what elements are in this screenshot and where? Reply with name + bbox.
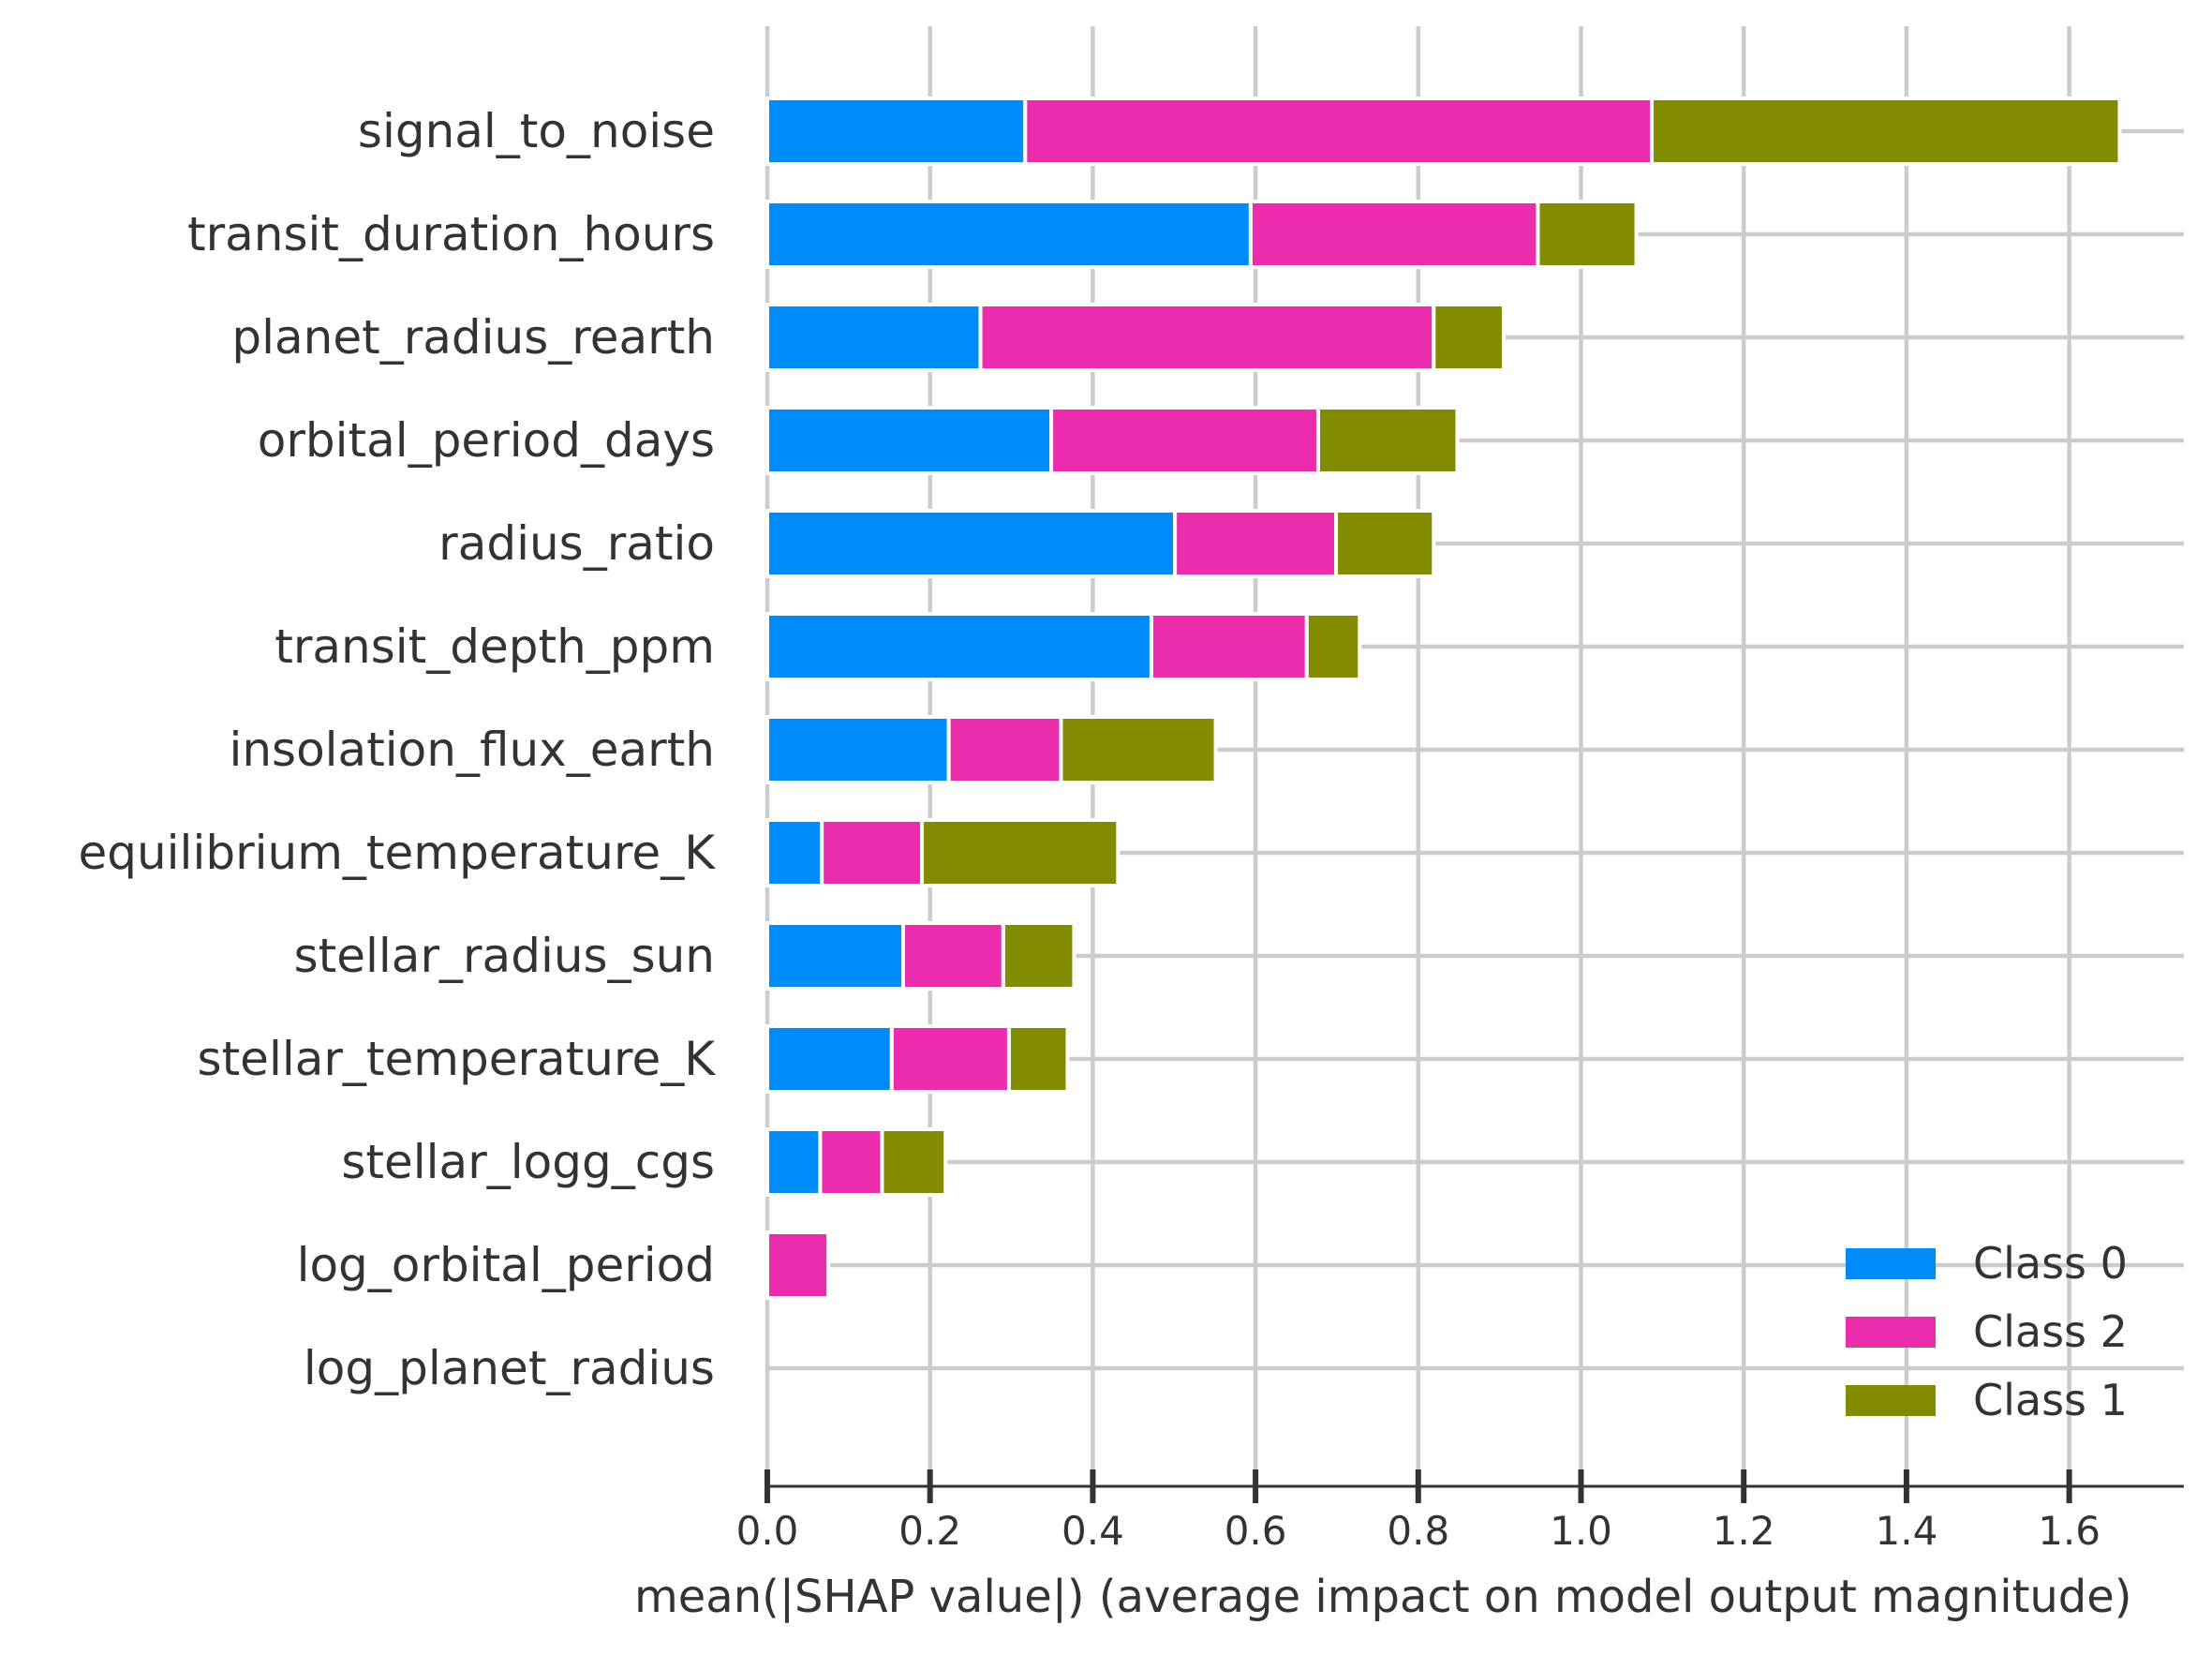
bar-layer: [765, 97, 2122, 1300]
bar-segment: [765, 509, 1178, 578]
legend-swatch: [1846, 1248, 1936, 1279]
bar-segment: [920, 818, 1121, 887]
legend-swatch: [1846, 1317, 1936, 1348]
bar-segment: [1023, 97, 1655, 166]
bar-segment: [765, 1230, 831, 1300]
legend-label: Class 0: [1973, 1238, 2128, 1289]
bar-segment: [978, 303, 1436, 372]
bar-segment: [820, 818, 925, 887]
bar-segment: [818, 1127, 884, 1197]
legend-swatch: [1846, 1385, 1936, 1416]
category-label: log_planet_radius: [304, 1341, 715, 1395]
bar-segment: [1315, 406, 1460, 475]
bar-segment: [1173, 509, 1339, 578]
category-label: planet_radius_rearth: [231, 310, 715, 365]
bar-segment: [1432, 303, 1506, 372]
x-tick-label: 0.2: [898, 1508, 961, 1554]
bar-segment: [1650, 97, 2122, 166]
category-label: transit_depth_ppm: [275, 619, 715, 674]
category-label: stellar_radius_sun: [294, 929, 715, 983]
category-label: stellar_temperature_K: [198, 1032, 717, 1086]
bar-segment: [889, 1024, 1011, 1094]
bar-segment: [1248, 200, 1540, 269]
bar-segment: [1059, 715, 1218, 784]
bar-segment: [946, 715, 1063, 784]
bar-segment: [765, 1127, 823, 1197]
bar-segment: [765, 921, 906, 991]
category-label: log_orbital_period: [297, 1238, 715, 1292]
bar-segment: [765, 303, 983, 372]
x-tick-label: 0.6: [1225, 1508, 1287, 1554]
x-tick-label: 1.6: [2038, 1508, 2101, 1554]
category-labels: signal_to_noise transit_duration_hourspla…: [78, 104, 716, 1395]
bar-segment: [765, 406, 1054, 475]
category-label: radius_ratio: [438, 516, 715, 571]
bar-segment: [1304, 612, 1362, 681]
x-tick-label: 1.0: [1550, 1508, 1612, 1554]
legend-label: Class 1: [1973, 1375, 2128, 1425]
bar-segment: [901, 921, 1005, 991]
bar-segment: [765, 97, 1028, 166]
category-label: stellar_logg_cgs: [341, 1135, 715, 1189]
bar-segment: [765, 612, 1153, 681]
bar-segment: [765, 1024, 894, 1094]
bar-segment: [1149, 612, 1309, 681]
category-label: equilibrium_temperature_K: [78, 826, 716, 880]
legend-label: Class 2: [1973, 1306, 2128, 1357]
x-tick-label: 1.4: [1876, 1508, 1938, 1554]
x-tick-label: 1.2: [1713, 1508, 1775, 1554]
bar-segment: [765, 715, 951, 784]
x-tick-label: 0.4: [1061, 1508, 1124, 1554]
bar-segment: [1049, 406, 1320, 475]
bar-segment: [1001, 921, 1076, 991]
legend: Class 0 Class 2 Class 1: [1846, 1238, 2128, 1425]
bar-segment: [765, 818, 824, 887]
x-axis-label: mean(|SHAP value|) (average impact on mo…: [634, 1571, 2132, 1623]
bar-segment: [1536, 200, 1639, 269]
x-tick-label: 0.8: [1387, 1508, 1449, 1554]
x-axis: 0.0 0.2 0.4 0.6 0.8 1.0 1.2 1.4 1.6: [736, 1469, 2184, 1554]
category-label: transit_duration_hours: [187, 207, 715, 261]
x-tick-label: 0.0: [736, 1508, 799, 1554]
category-label: orbital_period_days: [258, 413, 715, 468]
bar-segment: [765, 200, 1253, 269]
bar-segment: [1006, 1024, 1070, 1094]
category-label: insolation_flux_earth: [229, 723, 715, 777]
bar-segment: [880, 1127, 948, 1197]
category-label: signal_to_noise: [358, 104, 715, 158]
bar-segment: [1334, 509, 1436, 578]
